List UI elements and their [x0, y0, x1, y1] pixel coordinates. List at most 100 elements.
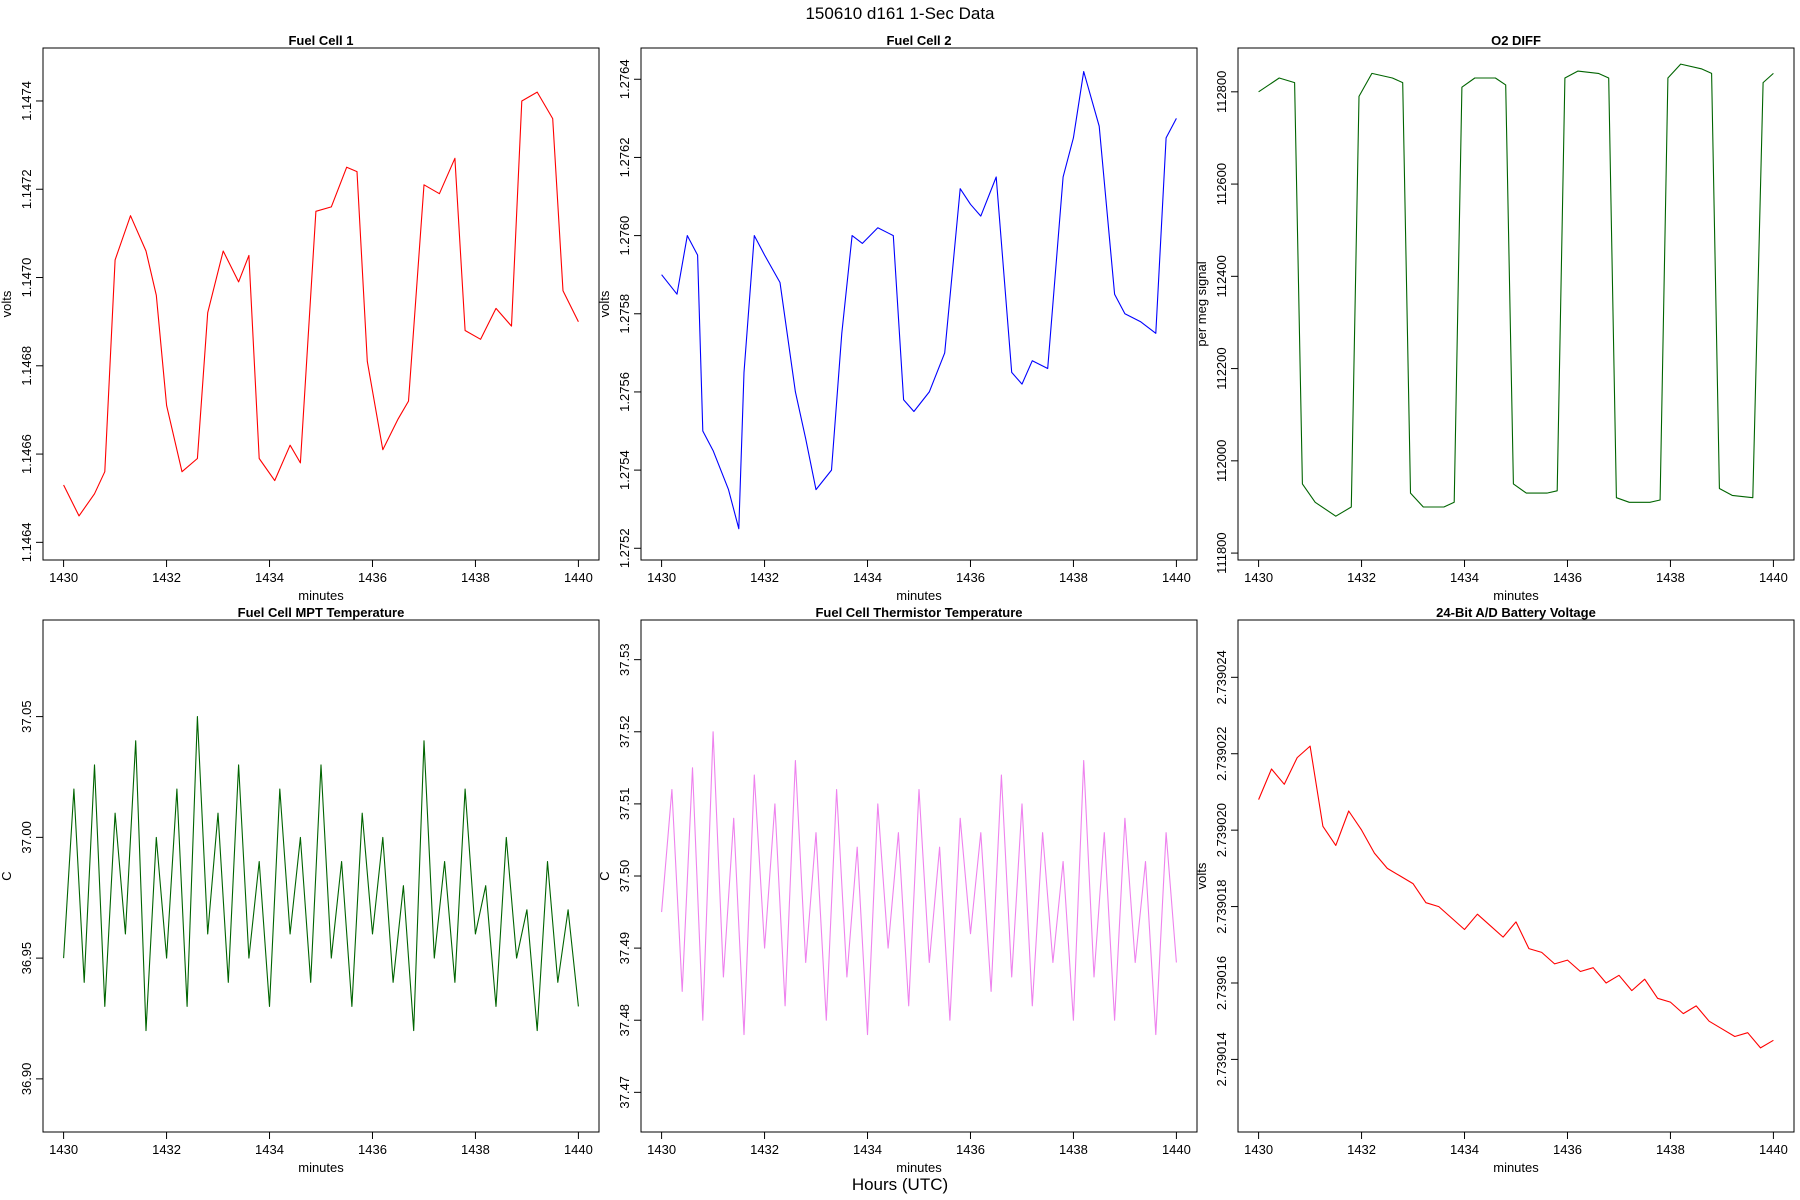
panel-title: Fuel Cell 1	[288, 33, 353, 48]
x-tick-label: 1440	[564, 1142, 593, 1157]
y-axis-label: C	[597, 871, 612, 880]
y-tick-label: 37.52	[617, 716, 632, 749]
x-tick-label: 1440	[1759, 570, 1788, 585]
plot-frame	[42, 619, 600, 1133]
panel-title: Fuel Cell 2	[886, 33, 951, 48]
y-tick-label: 37.51	[617, 788, 632, 821]
x-tick-label: 1436	[1553, 1142, 1582, 1157]
y-tick-label: 37.05	[19, 700, 34, 733]
x-tick-label: 1434	[853, 570, 882, 585]
x-tick-label: 1436	[358, 570, 387, 585]
x-tick-label: 1438	[461, 1142, 490, 1157]
x-tick-label: 1436	[956, 570, 985, 585]
x-tick-label: 1438	[461, 570, 490, 585]
x-tick-label: 1430	[49, 570, 78, 585]
y-tick-label: 1.1472	[19, 169, 34, 209]
x-tick-label: 1440	[1759, 1142, 1788, 1157]
y-tick-label: 112600	[1214, 163, 1229, 205]
x-tick-label: 1434	[255, 570, 284, 585]
x-tick-label: 1432	[152, 570, 181, 585]
panel-title: 24-Bit A/D Battery Voltage	[1436, 605, 1596, 620]
x-tick-label: 1430	[647, 570, 676, 585]
y-axis-label: volts	[597, 290, 612, 317]
plot-frame	[1237, 47, 1795, 561]
y-tick-label: 1.2758	[617, 294, 632, 334]
x-tick-label: 1430	[1244, 1142, 1273, 1157]
y-axis-label: volts	[0, 290, 14, 317]
x-tick-label: 1432	[1347, 1142, 1376, 1157]
x-tick-label: 1430	[49, 1142, 78, 1157]
y-tick-label: 1.2760	[617, 216, 632, 256]
panel-title: Fuel Cell Thermistor Temperature	[815, 605, 1022, 620]
y-tick-label: 1.2764	[617, 59, 632, 99]
y-axis-label: volts	[1194, 862, 1209, 889]
y-axis-label: C	[0, 871, 14, 880]
y-tick-label: 37.47	[617, 1076, 632, 1109]
x-tick-label: 1440	[1162, 1142, 1191, 1157]
y-tick-label: 37.48	[617, 1004, 632, 1037]
x-tick-label: 1438	[1059, 1142, 1088, 1157]
x-tick-label: 1440	[1162, 570, 1191, 585]
x-axis-label: minutes	[298, 1160, 344, 1175]
panel-6: 24-Bit A/D Battery Voltage minutes volts 14…	[1194, 605, 1795, 1175]
y-tick-label: 2.739024	[1214, 650, 1229, 704]
y-tick-label: 112200	[1214, 347, 1229, 389]
plot-frame	[1237, 619, 1795, 1133]
panel-4: Fuel Cell MPT Temperature minutes C 1430 143…	[0, 605, 600, 1175]
x-tick-label: 1434	[255, 1142, 284, 1157]
plot-frame	[640, 47, 1198, 561]
series-line	[1258, 63, 1774, 517]
y-tick-label: 2.739018	[1214, 879, 1229, 933]
y-tick-label: 36.90	[19, 1063, 34, 1096]
x-tick-label: 1430	[1244, 570, 1273, 585]
x-axis-label: minutes	[896, 588, 942, 603]
y-tick-label: 1.2754	[617, 450, 632, 490]
panel-1: Fuel Cell 1 minutes volts 1430 1432 1434 1436 1…	[0, 33, 600, 603]
y-tick-label: 2.739020	[1214, 803, 1229, 857]
x-tick-label: 1434	[853, 1142, 882, 1157]
y-tick-label: 37.00	[19, 821, 34, 854]
panel-title: Fuel Cell MPT Temperature	[238, 605, 405, 620]
y-tick-label: 112000	[1214, 440, 1229, 482]
y-tick-label: 112400	[1214, 255, 1229, 297]
y-axis-label: per meg signal	[1194, 261, 1209, 346]
series-line	[63, 716, 579, 1032]
panels: Fuel Cell 1 minutes volts 1430 1432 1434 1436 1…	[0, 33, 1795, 1175]
x-tick-label: 1430	[647, 1142, 676, 1157]
y-tick-label: 111800	[1214, 532, 1229, 573]
panel-5: Fuel Cell Thermistor Temperature minutes C…	[597, 605, 1198, 1175]
y-tick-label: 1.2762	[617, 138, 632, 178]
series-line	[661, 731, 1177, 1036]
series-line	[1258, 745, 1774, 1049]
y-tick-label: 1.2756	[617, 372, 632, 412]
y-tick-label: 36.95	[19, 942, 34, 975]
x-tick-label: 1436	[1553, 570, 1582, 585]
panel-title: O2 DIFF	[1491, 33, 1541, 48]
series-line	[63, 91, 579, 517]
y-tick-label: 1.2752	[617, 528, 632, 568]
x-tick-label: 1432	[1347, 570, 1376, 585]
y-tick-label: 1.1464	[19, 522, 34, 562]
y-tick-label: 37.49	[617, 932, 632, 965]
y-tick-label: 1.1470	[19, 258, 34, 298]
x-tick-label: 1432	[152, 1142, 181, 1157]
x-axis-label: minutes	[896, 1160, 942, 1175]
y-tick-label: 2.739022	[1214, 727, 1229, 781]
x-axis-label: minutes	[1493, 588, 1539, 603]
y-tick-label: 2.739016	[1214, 956, 1229, 1010]
y-tick-label: 37.50	[617, 860, 632, 893]
x-tick-label: 1432	[750, 1142, 779, 1157]
y-tick-label: 37.53	[617, 643, 632, 676]
x-tick-label: 1438	[1656, 1142, 1685, 1157]
x-tick-label: 1436	[358, 1142, 387, 1157]
y-tick-label: 1.1474	[19, 81, 34, 121]
panel-3: O2 DIFF minutes per meg signal 1430 1432 1434…	[1194, 33, 1795, 603]
x-tick-label: 1434	[1450, 570, 1479, 585]
y-tick-label: 112800	[1214, 71, 1229, 113]
x-axis-label: minutes	[298, 588, 344, 603]
y-tick-label: 1.1466	[19, 434, 34, 474]
x-axis-label: minutes	[1493, 1160, 1539, 1175]
x-tick-label: 1434	[1450, 1142, 1479, 1157]
